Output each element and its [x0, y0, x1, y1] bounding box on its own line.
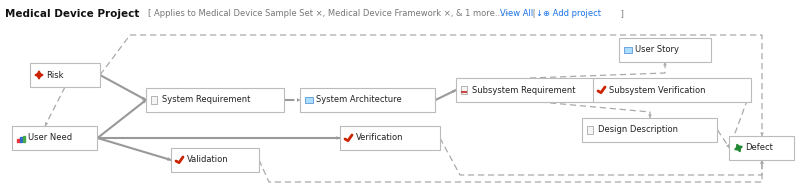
Text: System Requirement: System Requirement — [162, 96, 250, 104]
FancyBboxPatch shape — [581, 118, 717, 142]
Polygon shape — [35, 71, 43, 79]
Text: ⊕ Add project: ⊕ Add project — [543, 9, 600, 18]
Text: Risk: Risk — [46, 70, 63, 80]
Bar — [461, 86, 466, 94]
Text: Subsystem Verification: Subsystem Verification — [608, 85, 705, 95]
FancyBboxPatch shape — [592, 78, 750, 102]
FancyBboxPatch shape — [618, 38, 710, 62]
Bar — [305, 97, 313, 103]
Text: Design Description: Design Description — [598, 125, 678, 135]
FancyBboxPatch shape — [12, 126, 97, 150]
FancyBboxPatch shape — [300, 88, 435, 112]
Text: User Need: User Need — [28, 134, 72, 142]
Bar — [623, 47, 631, 53]
FancyBboxPatch shape — [340, 126, 440, 150]
Text: [ Applies to Medical Device Sample Set ×, Medical Device Framework ×, & 1 more..: [ Applies to Medical Device Sample Set ×… — [148, 9, 510, 18]
Polygon shape — [734, 144, 741, 152]
Text: View All ↓: View All ↓ — [500, 9, 543, 18]
FancyBboxPatch shape — [146, 88, 284, 112]
FancyBboxPatch shape — [728, 136, 793, 160]
Text: System Architecture: System Architecture — [316, 96, 401, 104]
Text: ]: ] — [617, 9, 623, 18]
Text: User Story: User Story — [634, 46, 678, 54]
Bar — [20, 137, 23, 142]
Bar — [18, 139, 19, 142]
FancyBboxPatch shape — [171, 148, 259, 172]
Bar — [587, 126, 593, 134]
Text: Validation: Validation — [187, 156, 229, 164]
Text: Defect: Defect — [744, 144, 772, 152]
FancyBboxPatch shape — [30, 63, 100, 87]
Text: |: | — [530, 9, 538, 18]
Text: Medical Device Project: Medical Device Project — [5, 9, 139, 19]
Text: Verification: Verification — [355, 134, 403, 142]
FancyBboxPatch shape — [456, 78, 603, 102]
Bar — [23, 136, 25, 142]
Text: Subsystem Requirement: Subsystem Requirement — [471, 85, 575, 95]
Bar — [151, 96, 157, 104]
